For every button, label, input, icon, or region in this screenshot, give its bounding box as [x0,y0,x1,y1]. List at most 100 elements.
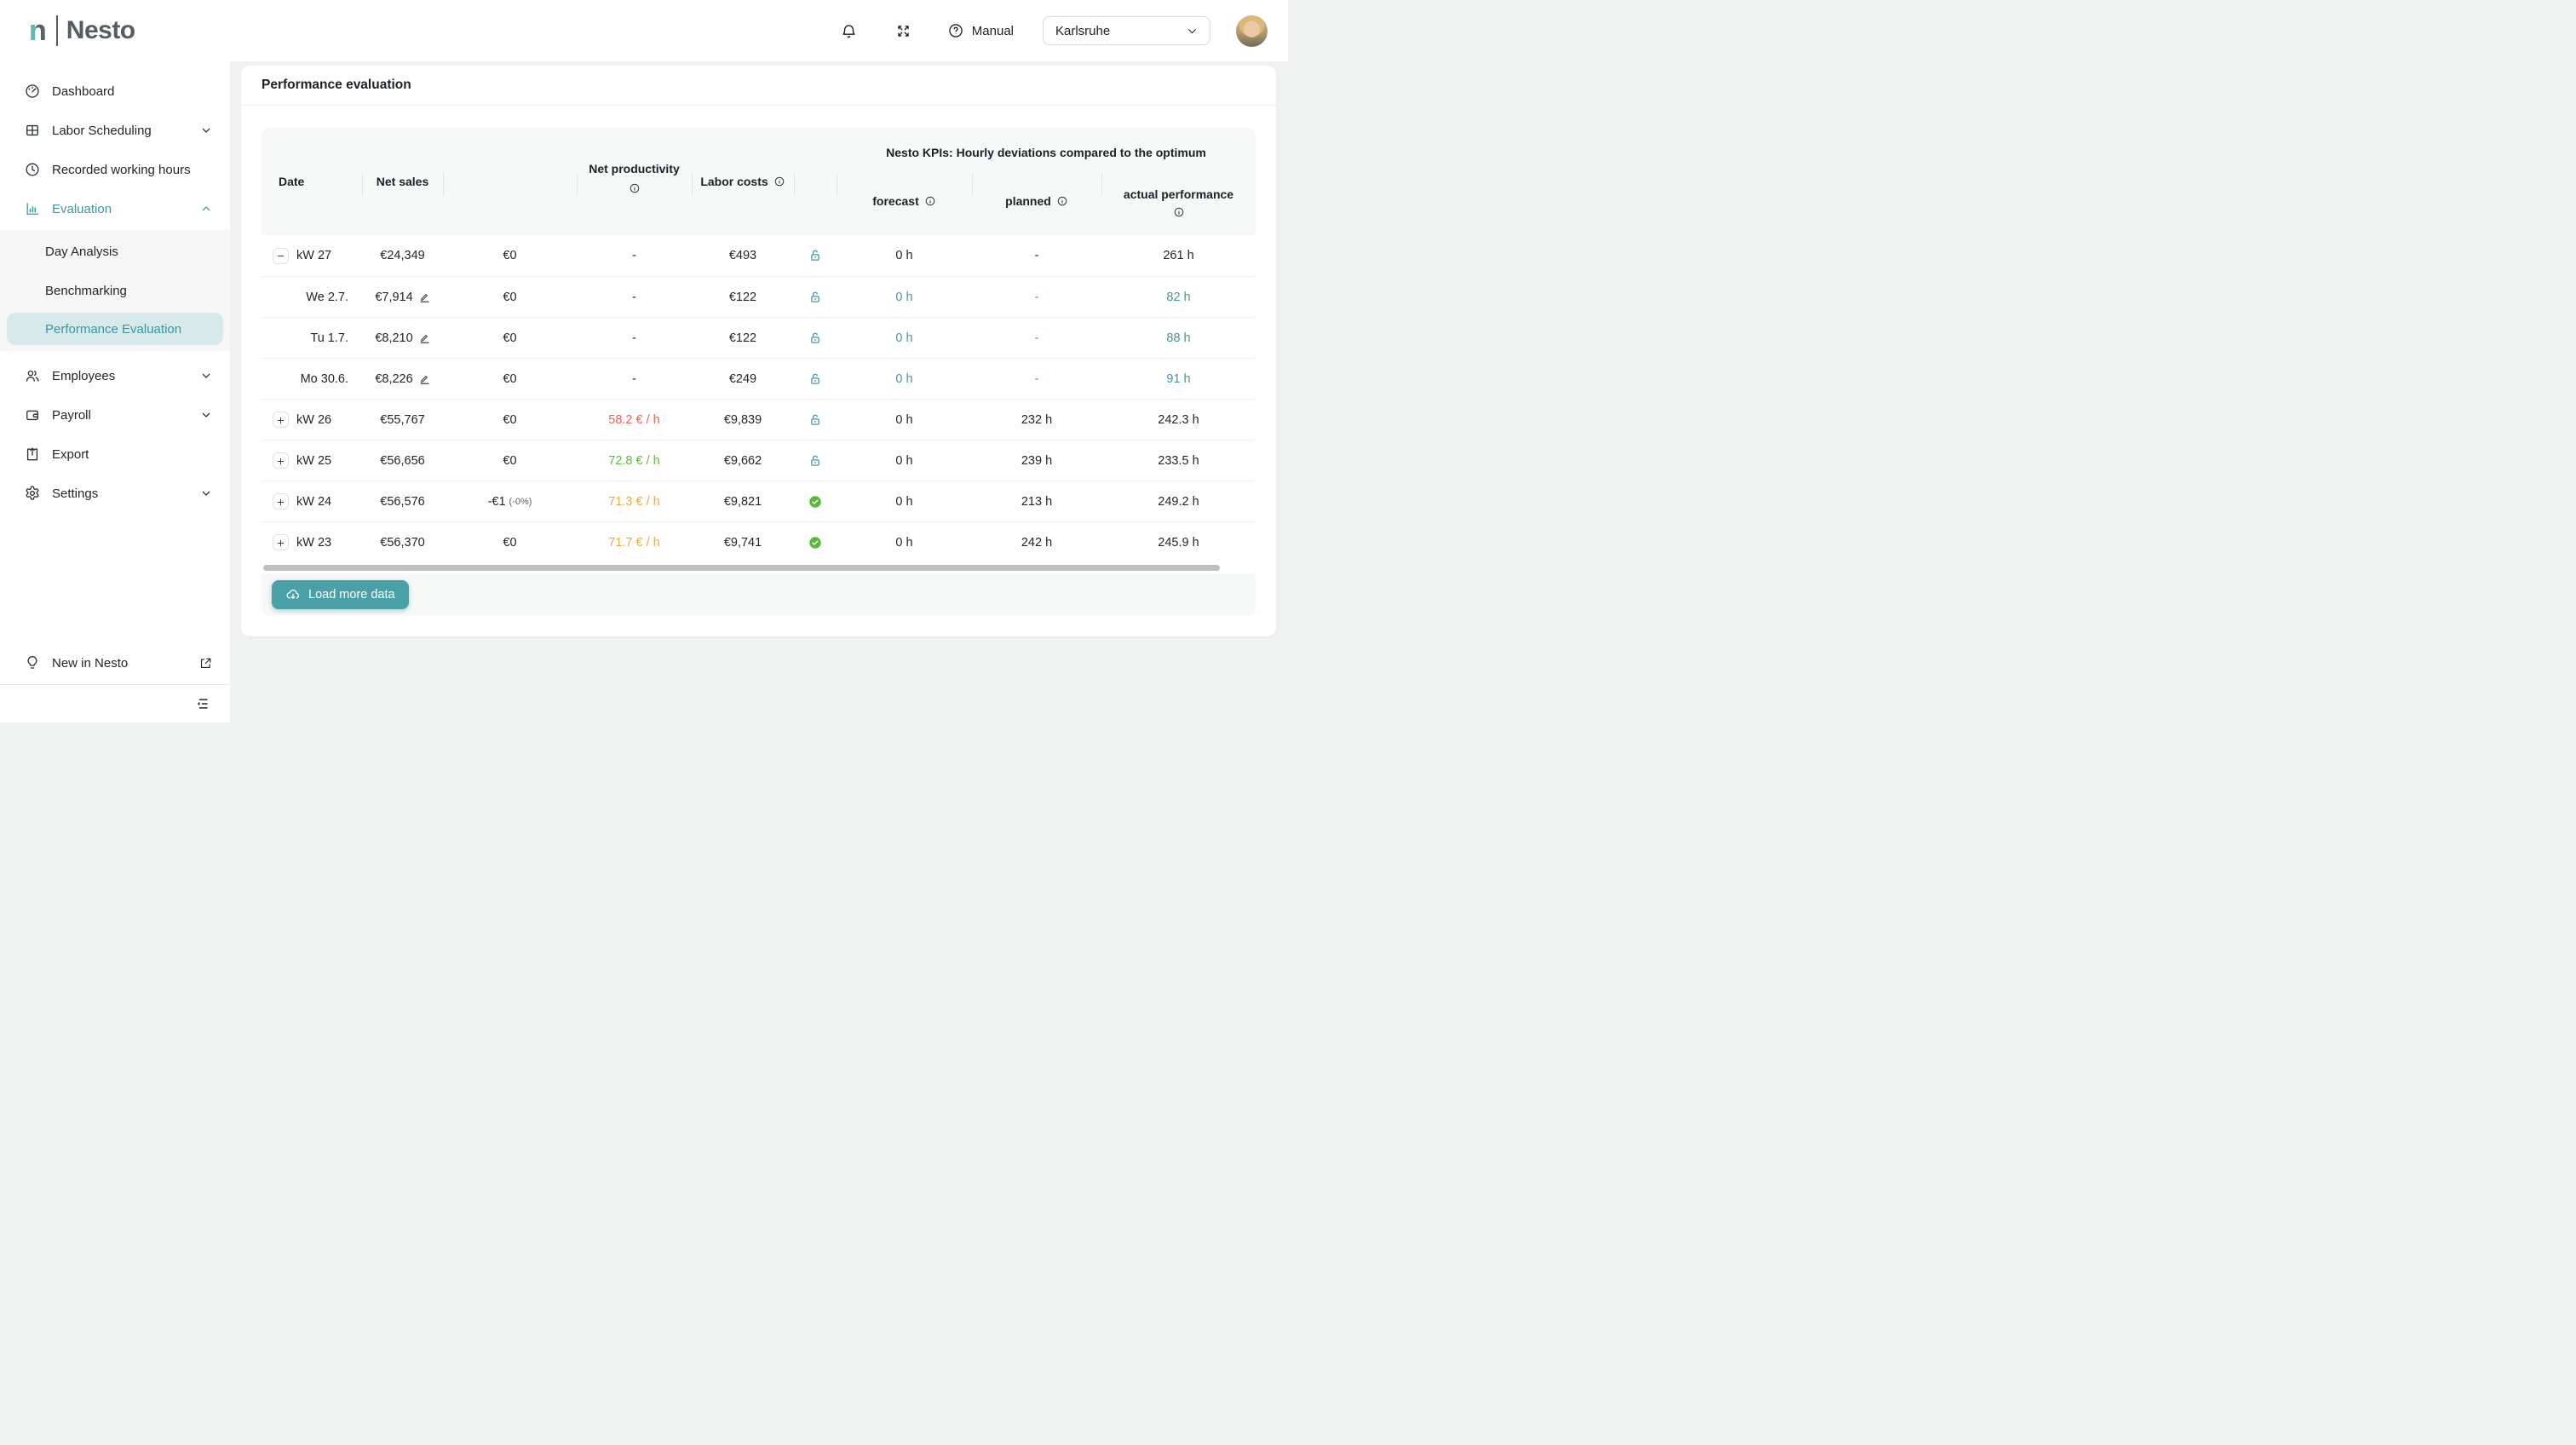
column-header-status [794,128,837,235]
scrollbar-thumb[interactable] [263,565,1220,571]
notifications-bell-icon[interactable] [840,22,858,40]
sidebar-item-new-in-nesto[interactable]: New in Nesto [0,642,230,684]
load-more-label: Load more data [308,588,395,602]
sidebar-nav: Dashboard Labor Scheduling Recorded work… [0,61,230,642]
table-row: + kW 23 €56,370 €0 71.7 € / h €9,741 [262,521,1256,562]
table-row: + kW 26 €55,767 €0 58.2 € / h €9,839 [262,399,1256,440]
table-footer: Load more data [262,573,1256,616]
net-sales-value: €55,767 [380,412,425,427]
expand-week-button[interactable]: + [273,534,289,550]
net-productivity-value: 71.3 € / h [608,494,660,509]
page-title: Performance evaluation [262,78,411,92]
card-title-row: Performance evaluation [241,66,1276,106]
logo-n-teal-accent: n [29,14,46,47]
sidebar-item-label: Performance Evaluation [45,321,182,337]
load-more-data-button[interactable]: Load more data [272,580,409,609]
sidebar-item-evaluation[interactable]: Evaluation [0,189,230,228]
external-link-icon[interactable] [198,656,213,671]
column-header-actual-performance: actual performance [1101,128,1256,235]
net-productivity-value: - [632,249,636,262]
sidebar-item-benchmarking[interactable]: Benchmarking [0,271,230,310]
labor-costs-value: €122 [728,331,757,345]
sidebar-item-day-analysis[interactable]: Day Analysis [0,232,230,271]
net-sales-value: €8,226 [375,371,413,386]
info-icon[interactable] [773,176,785,187]
unlock-icon[interactable] [808,371,823,387]
column-header-label: Labor costs [700,175,768,188]
sidebar-item-label: Payroll [52,407,91,423]
actual-performance-value: 249.2 h [1158,494,1199,509]
sidebar-item-recorded-working-hours[interactable]: Recorded working hours [0,150,230,189]
edit-pencil-icon[interactable] [419,332,430,343]
date-label: kW 24 [296,494,332,509]
column-header-label: Net productivity [589,162,680,176]
actual-performance-value: 233.5 h [1158,453,1199,468]
location-select-value: Karlsruhe [1055,23,1111,38]
sidebar-divider [0,684,230,685]
edit-pencil-icon[interactable] [419,291,430,302]
sidebar-item-dashboard[interactable]: Dashboard [0,72,230,111]
adjustment-value: €0 [503,331,517,345]
users-icon [24,367,41,384]
date-label: kW 23 [296,535,332,550]
sidebar-item-export[interactable]: Export [0,435,230,474]
location-select[interactable]: Karlsruhe [1043,16,1210,45]
expand-week-button[interactable]: + [273,412,289,428]
unlock-icon[interactable] [808,453,823,469]
info-icon[interactable] [1056,195,1068,207]
labor-costs-value: €249 [728,371,757,386]
sidebar-item-performance-evaluation[interactable]: Performance Evaluation [7,313,223,345]
sidebar-item-labor-scheduling[interactable]: Labor Scheduling [0,111,230,150]
table-row: Tu 1.7. €8,210 €0 - €122 [262,317,1256,358]
net-sales-value: €24,349 [380,249,425,262]
planned-value: 242 h [1021,535,1053,550]
expand-week-button[interactable]: + [273,493,289,509]
planned-value: - [1034,290,1039,304]
expand-week-button[interactable]: + [273,452,289,469]
performance-evaluation-card: Performance evaluation Nesto KPIs: Hourl… [241,66,1276,636]
date-label: Mo 30.6. [300,371,348,386]
collapse-sidebar-button[interactable] [191,693,213,715]
unlock-icon[interactable] [808,412,823,428]
net-sales-value: €7,914 [375,290,413,304]
net-productivity-value: 72.8 € / h [608,453,660,468]
forecast-value: 0 h [895,331,913,345]
column-header-net-sales: Net sales [362,128,443,235]
cloud-download-icon [285,587,301,602]
info-icon[interactable] [1173,206,1185,218]
sidebar-item-payroll[interactable]: Payroll [0,395,230,435]
edit-pencil-icon[interactable] [419,373,430,384]
chevron-down-icon [199,124,213,137]
collapse-week-button[interactable]: − [273,247,289,264]
unlock-icon[interactable] [808,290,823,305]
planned-value: - [1034,249,1039,262]
actual-performance-value: 88 h [1166,331,1191,345]
date-label: kW 27 [296,249,332,262]
date-label: kW 26 [296,412,332,427]
forecast-value: 0 h [895,494,913,509]
net-sales-value: €56,576 [380,494,425,509]
logo: n n Nesto [0,0,230,61]
info-icon[interactable] [629,182,641,194]
avatar[interactable] [1236,14,1268,47]
fullscreen-icon[interactable] [895,23,911,39]
adjustment-value: €0 [503,371,517,386]
actual-performance-value: 245.9 h [1158,535,1199,550]
column-header-label: planned [1005,194,1051,208]
column-header-label: actual performance [1123,187,1234,201]
sidebar-bottom: New in Nesto [0,642,230,722]
sidebar-item-employees[interactable]: Employees [0,356,230,395]
date-label: We 2.7. [306,290,348,304]
sidebar-item-label: Evaluation [52,201,112,216]
manual-help[interactable]: Manual [947,22,1014,39]
column-header-label: forecast [872,194,919,208]
column-header-adjustment [443,128,577,235]
export-icon [24,446,41,463]
info-icon[interactable] [924,195,936,207]
labor-costs-value: €9,662 [723,453,762,468]
planned-value: 239 h [1021,453,1053,468]
sidebar-item-settings[interactable]: Settings [0,474,230,513]
unlock-icon[interactable] [808,248,823,263]
chevron-down-icon [199,369,213,383]
unlock-icon[interactable] [808,331,823,346]
